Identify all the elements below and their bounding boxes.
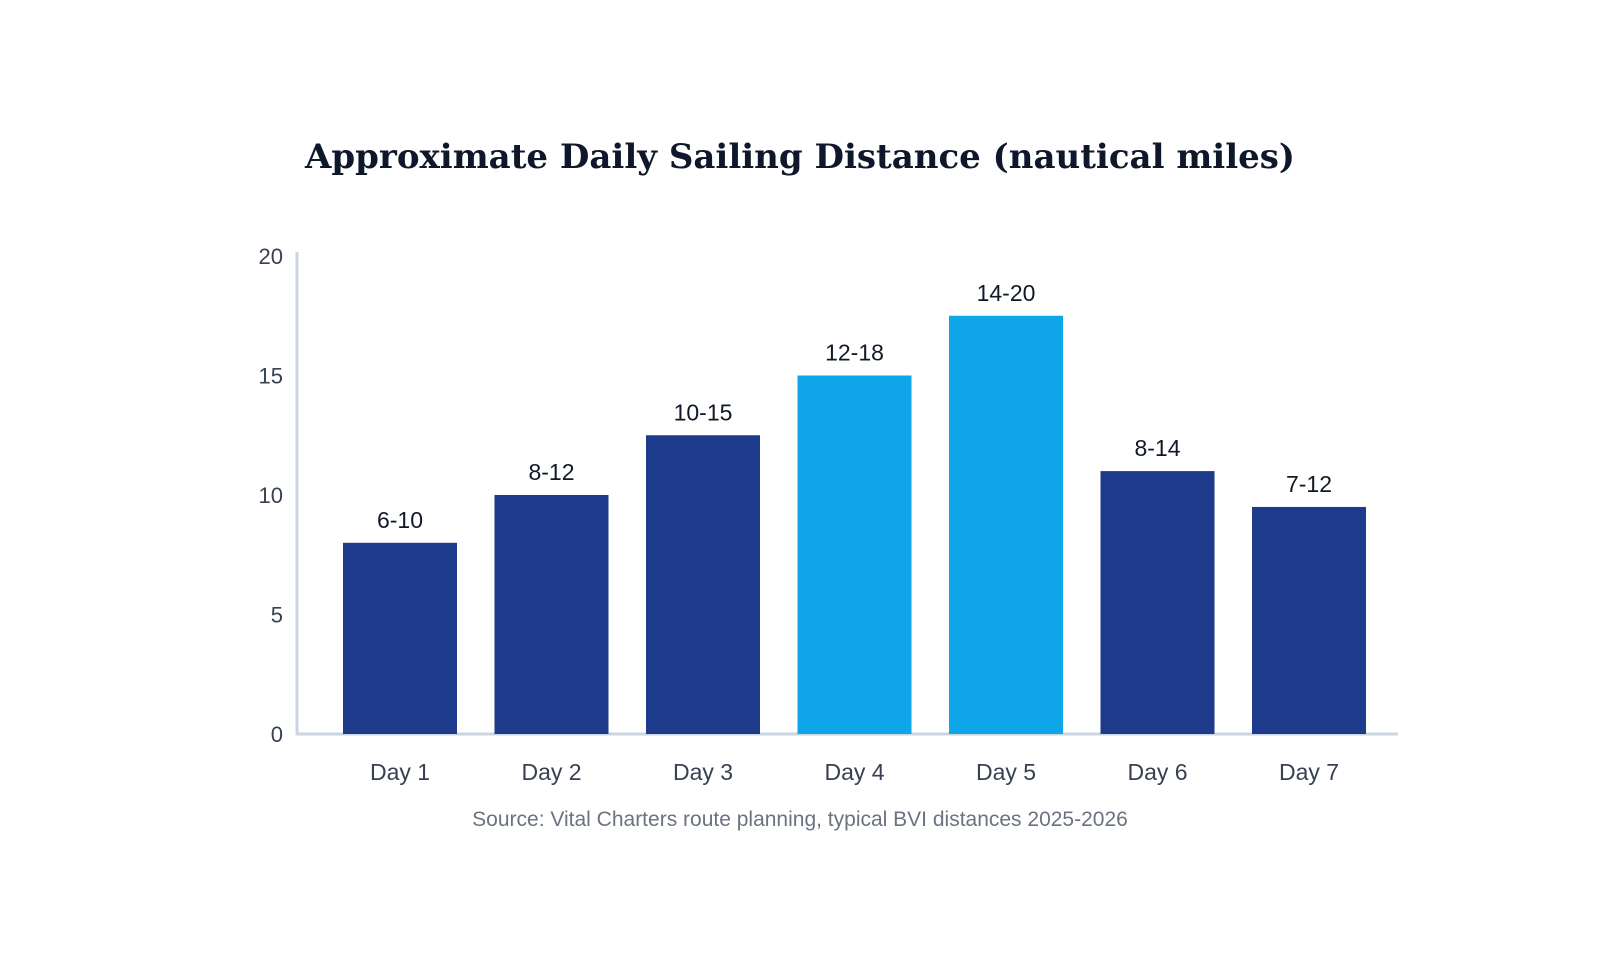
bar [343, 542, 457, 734]
bar [797, 375, 912, 734]
data-labels-group: 6-10 8-12 10-15 12-18 14-20 8-14 7-12 [377, 280, 1332, 533]
x-axis-ticks: Day 1 Day 2 Day 3 Day 4 Day 5 Day 6 Day 7 [370, 759, 1339, 785]
y-tick-label: 10 [259, 483, 283, 508]
x-tick-label: Day 1 [370, 759, 430, 785]
y-tick-label: 15 [259, 364, 283, 389]
x-tick-label: Day 5 [976, 759, 1036, 785]
data-label: 8-14 [1134, 435, 1180, 461]
y-tick-label: 5 [271, 603, 283, 628]
x-tick-label: Day 4 [824, 759, 884, 785]
data-label: 10-15 [674, 399, 733, 425]
bar [949, 315, 1063, 734]
y-tick-label: 20 [259, 244, 283, 269]
y-axis-ticks: 0 5 10 15 20 [259, 244, 283, 747]
chart-title: Approximate Daily Sailing Distance (naut… [304, 137, 1295, 177]
bar [1252, 506, 1366, 734]
bar [646, 435, 760, 734]
source-note: Source: Vital Charters route planning, t… [472, 808, 1128, 831]
data-label: 6-10 [377, 507, 423, 533]
x-tick-label: Day 3 [673, 759, 733, 785]
bar [1100, 471, 1215, 734]
data-label: 8-12 [528, 459, 574, 485]
bar [494, 495, 609, 734]
data-label: 14-20 [977, 280, 1036, 306]
data-label: 12-18 [825, 340, 884, 366]
data-label: 7-12 [1286, 471, 1332, 497]
y-tick-label: 0 [271, 722, 283, 747]
bars-group [343, 315, 1366, 734]
x-tick-label: Day 2 [521, 759, 581, 785]
x-tick-label: Day 7 [1279, 759, 1339, 785]
x-tick-label: Day 6 [1127, 759, 1187, 785]
